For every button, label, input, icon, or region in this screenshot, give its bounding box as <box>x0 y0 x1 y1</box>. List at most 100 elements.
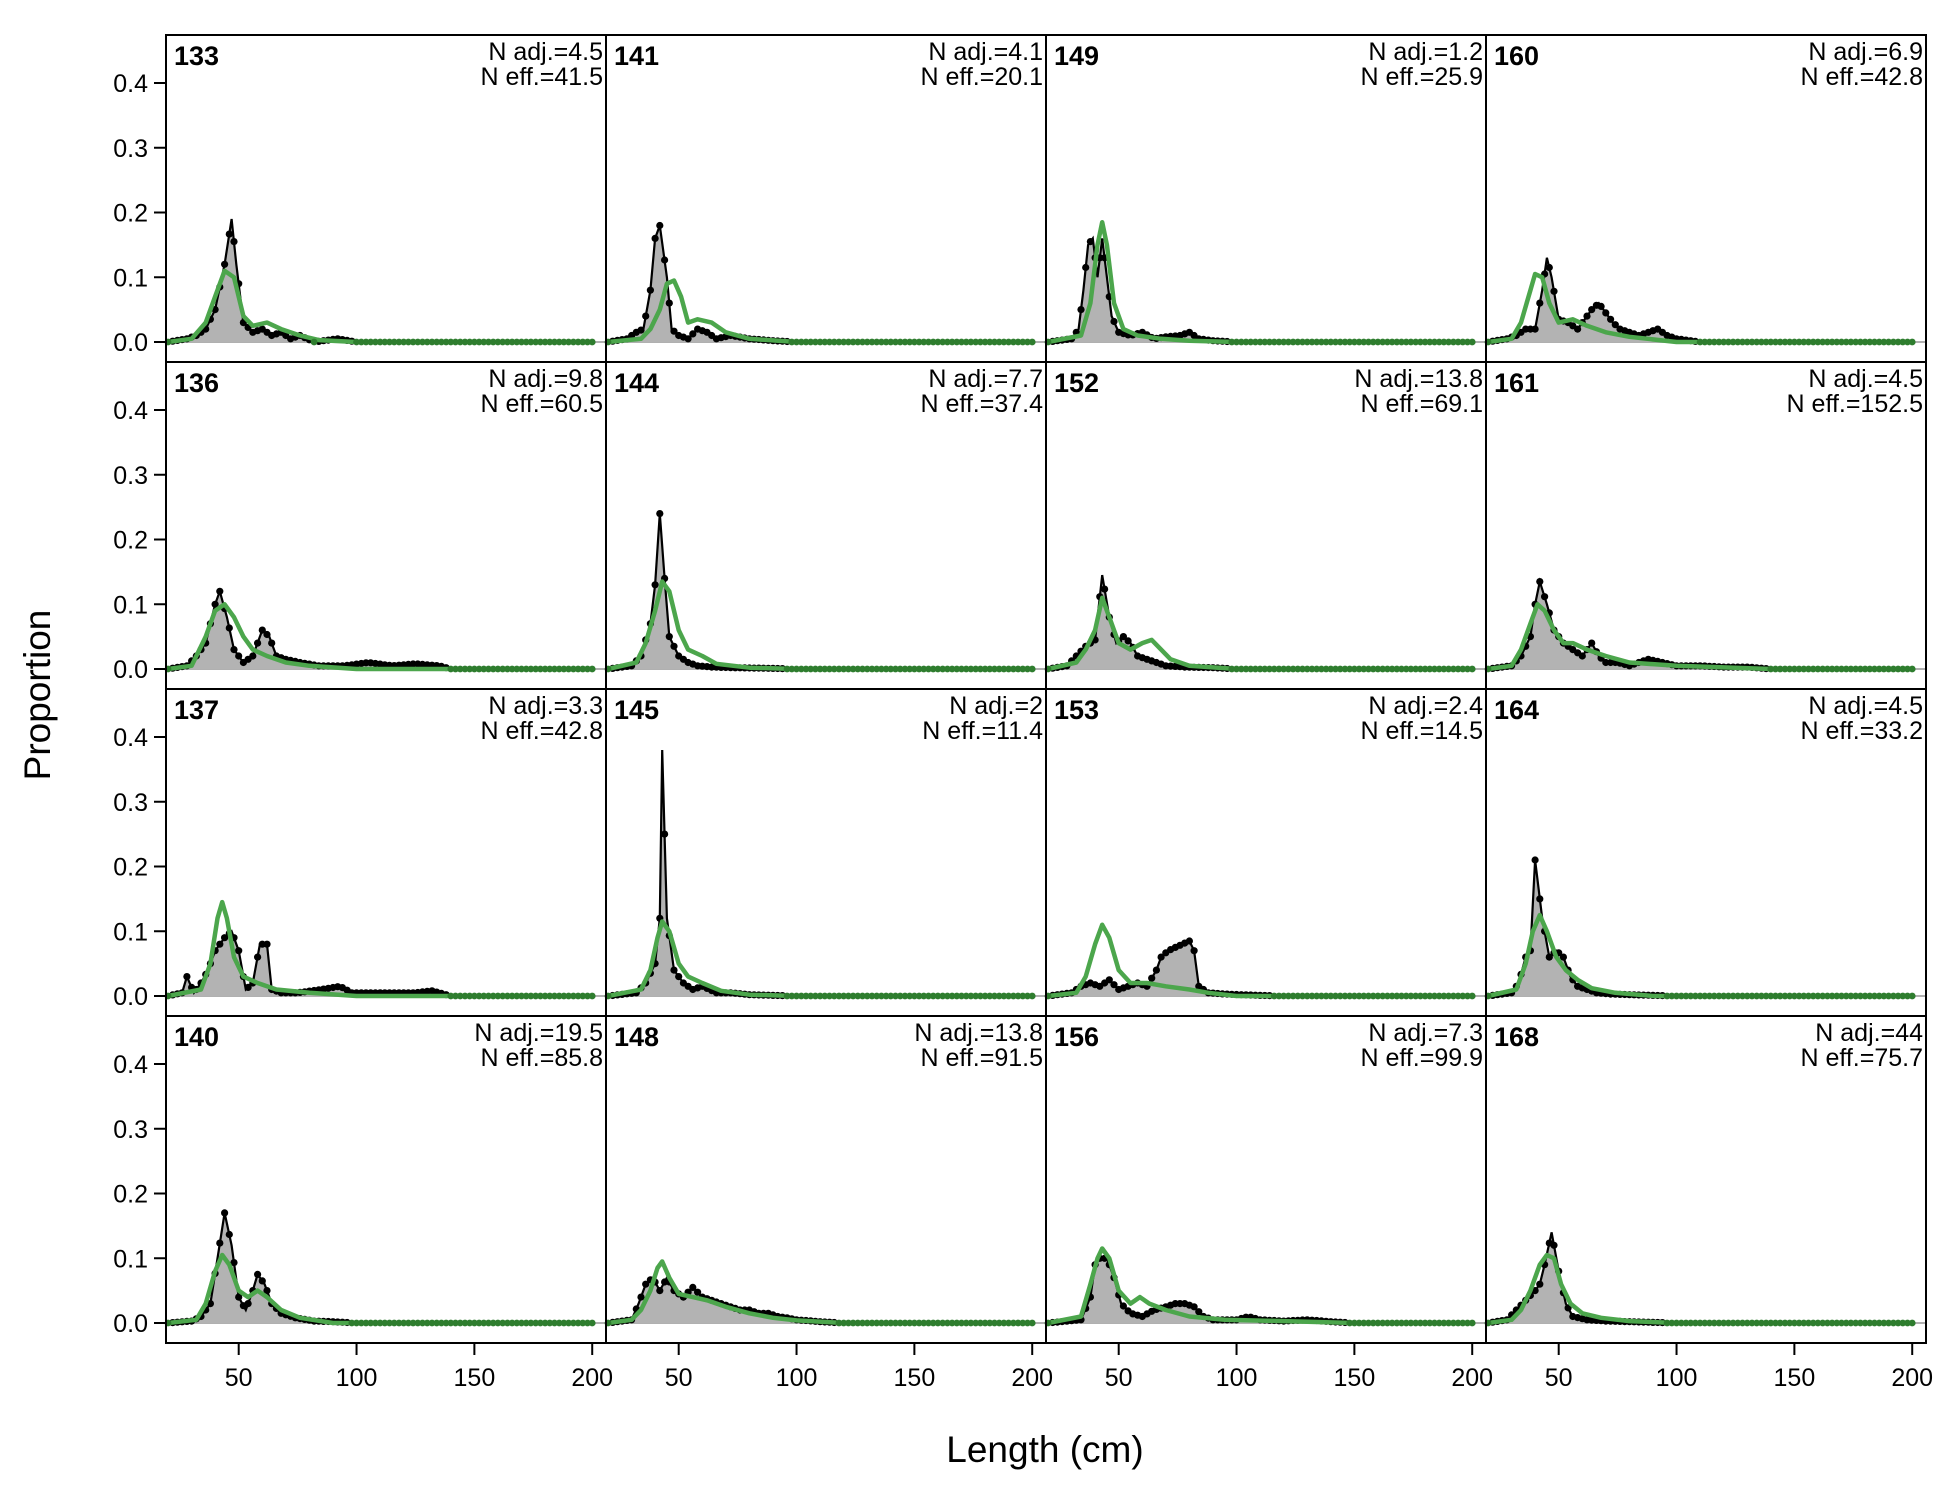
zero-point <box>438 338 445 346</box>
zero-point <box>1781 338 1789 346</box>
zero-point <box>555 992 563 1000</box>
zero-point <box>1908 992 1916 1000</box>
zero-point <box>1402 992 1410 1000</box>
zero-point <box>1819 992 1827 1000</box>
zero-point <box>1285 665 1292 673</box>
zero-point <box>428 338 436 346</box>
panel-year-label: 141 <box>614 41 659 71</box>
panel-frame <box>1485 1015 1927 1344</box>
expected-line <box>1047 1246 1473 1326</box>
zero-point <box>1360 992 1368 1000</box>
observed-point <box>254 1270 262 1278</box>
zero-point <box>1857 665 1864 673</box>
panel-year-label: 160 <box>1494 41 1539 71</box>
zero-point <box>1336 992 1344 1000</box>
zero-point <box>1351 665 1358 673</box>
zero-point <box>925 665 932 673</box>
zero-point <box>1871 992 1878 1000</box>
zero-point <box>1795 665 1803 673</box>
zero-point <box>1885 1319 1892 1327</box>
zero-point <box>499 338 507 346</box>
zero-point <box>1346 992 1354 1000</box>
zero-point <box>494 338 502 346</box>
zero-point <box>1360 665 1368 673</box>
zero-point <box>1819 338 1827 346</box>
zero-point <box>878 665 885 673</box>
zero-point <box>1275 665 1283 673</box>
zero-point <box>1814 1319 1822 1327</box>
zero-point <box>508 992 516 1000</box>
zero-point <box>1005 665 1012 673</box>
zero-point <box>1019 1319 1027 1327</box>
observed-point <box>661 830 669 838</box>
zero-point <box>518 665 525 673</box>
zero-point <box>1374 1319 1382 1327</box>
zero-point <box>1762 338 1770 346</box>
zero-point <box>981 338 989 346</box>
zero-point <box>475 992 483 1000</box>
zero-point <box>1739 1319 1746 1327</box>
zero-point <box>906 1319 914 1327</box>
observed-point <box>225 624 233 632</box>
zero-point <box>522 338 530 346</box>
expected-line <box>167 1252 593 1326</box>
observed-line <box>1487 859 1677 998</box>
zero-point <box>911 665 918 673</box>
zero-point <box>1880 992 1888 1000</box>
expected-line <box>1047 219 1473 345</box>
zero-point <box>1421 665 1429 673</box>
zero-point <box>466 665 474 673</box>
observed-point <box>211 600 219 608</box>
zero-point <box>944 338 951 346</box>
zero-point <box>1668 992 1676 1000</box>
observed-point <box>235 652 243 660</box>
zero-point <box>1828 992 1836 1000</box>
zero-point <box>1824 992 1831 1000</box>
zero-point <box>1668 1319 1676 1327</box>
zero-point <box>423 1319 431 1327</box>
zero-point <box>1341 992 1349 1000</box>
zero-point <box>1772 338 1779 346</box>
zero-point <box>953 1319 961 1327</box>
n-adj-label: N adj.=13.8 <box>1354 365 1483 393</box>
panel-136: 136 N adj.=9.8N eff.=60.5 0.0 0.1 0.2 0.3 0.4 <box>113 361 607 690</box>
zero-point <box>972 1319 980 1327</box>
zero-point <box>882 665 890 673</box>
zero-point <box>1459 1319 1467 1327</box>
zero-point <box>390 1319 398 1327</box>
zero-point <box>915 992 923 1000</box>
y-axis-title: Proportion <box>17 610 58 781</box>
zero-point <box>353 1319 360 1327</box>
zero-point <box>480 665 488 673</box>
zero-point <box>901 992 909 1000</box>
observed-point <box>183 973 191 981</box>
zero-point <box>826 338 833 346</box>
zero-point <box>1289 338 1297 346</box>
observed-point <box>665 299 673 307</box>
zero-point <box>1402 665 1410 673</box>
zero-point <box>1852 338 1860 346</box>
zero-point <box>934 992 942 1000</box>
zero-point <box>1894 992 1902 1000</box>
zero-point <box>948 992 956 1000</box>
zero-point <box>1327 992 1335 1000</box>
observed-point <box>216 1239 224 1247</box>
observed-line <box>607 749 797 998</box>
zero-point <box>882 992 890 1000</box>
zero-point <box>1838 338 1845 346</box>
zero-point <box>537 665 544 673</box>
expected-line <box>167 602 593 672</box>
zero-point <box>1828 1319 1836 1327</box>
n-adj-label: N adj.=7.3 <box>1368 1019 1483 1047</box>
zero-point <box>1833 1319 1841 1327</box>
zero-point <box>929 992 937 1000</box>
y-tick-label: 0.1 <box>113 1245 148 1273</box>
zero-point <box>849 992 857 1000</box>
zero-point <box>892 338 899 346</box>
zero-point <box>1242 665 1250 673</box>
zero-point <box>499 1319 507 1327</box>
observed-point <box>1574 325 1582 333</box>
zero-point <box>1336 338 1344 346</box>
zero-point <box>1767 338 1775 346</box>
n-eff-label: N eff.=99.9 <box>1360 1044 1483 1072</box>
